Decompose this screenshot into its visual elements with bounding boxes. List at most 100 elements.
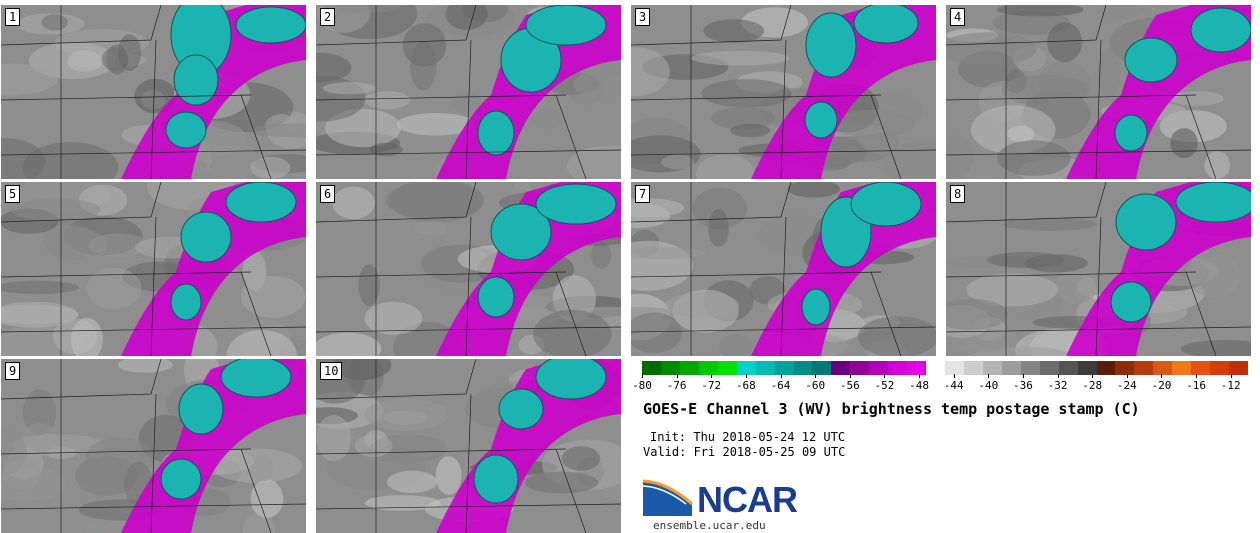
postage-stamp-panel-5: 5 [1,182,306,356]
panel-number-label: 7 [635,185,651,203]
colorbar-tick-mark [676,374,678,378]
colorbar-tick-mark [1196,374,1198,378]
colorbar-swatch [869,361,889,375]
colorbar-tick-label: -80 [632,379,652,392]
figure-title: GOES-E Channel 3 (WV) brightness temp po… [643,400,1140,418]
colorbar-swatch [888,361,908,375]
colorbar-swatch [1077,361,1097,375]
colorbar-tick-label: -60 [805,379,826,392]
colorbar-tick-label: -76 [666,379,687,392]
website-url: ensemble.ucar.edu [653,519,766,532]
colorbar-tick-mark [815,374,817,378]
postage-stamp-panel-10: 10 [316,359,621,533]
postage-stamp-panel-6: 6 [316,182,621,356]
colorbar-swatch [1001,361,1021,375]
colorbar-tick-mark [711,374,713,378]
colorbar-swatch [907,361,927,375]
panel-number-label: 4 [950,8,966,26]
colorbar-tick-label: -64 [770,379,791,392]
colorbar-swatch [1191,361,1211,375]
colorbar-tick-mark [1230,374,1232,378]
panel-number-label: 5 [5,185,21,203]
valid-time-text: Valid: Fri 2018-05-25 09 UTC [643,445,846,459]
colorbar-tick-label: -56 [839,379,860,392]
colorbar-swatch [736,361,756,375]
wv-imagery-map [631,182,936,356]
colorbar-swatch [926,361,945,375]
ncar-logo-text: NCAR [697,479,798,520]
wv-imagery-map [1,182,306,356]
colorbar-tick-label: -16 [1186,379,1206,392]
postage-stamp-panel-8: 8 [946,182,1251,356]
colorbar-tick-mark [780,374,782,378]
colorbar-tick-label: -32 [1047,379,1068,392]
temperature-colorbar [642,361,1248,375]
colorbar-swatch [1020,361,1040,375]
colorbar-tick-label: -28 [1082,379,1103,392]
colorbar-tick-label: -40 [978,379,999,392]
init-time-text: Init: Thu 2018-05-24 12 UTC [650,430,846,444]
colorbar-swatch [793,361,813,375]
colorbar-swatch [1058,361,1078,375]
colorbar-swatch [679,361,699,375]
panel-number-label: 2 [320,8,336,26]
colorbar-swatch [642,361,661,375]
colorbar-tick-label: -44 [943,379,964,392]
panel-number-label: 6 [320,185,336,203]
postage-stamp-panel-7: 7 [631,182,936,356]
colorbar-swatch [850,361,870,375]
colorbar-tick-mark [1092,374,1094,378]
wv-imagery-map [1,359,306,533]
colorbar-swatch [1115,361,1135,375]
colorbar-tick-mark [1161,374,1163,378]
ncar-logo-icon [642,479,693,516]
colorbar-tick-mark [745,374,747,378]
postage-stamp-panel-2: 2 [316,5,621,179]
colorbar-tick-mark [919,374,921,378]
colorbar-swatch [698,361,718,375]
postage-stamp-panel-9: 9 [1,359,306,533]
colorbar-tick-label: -12 [1220,379,1241,392]
panel-number-label: 10 [320,362,343,380]
colorbar-tick-mark [988,374,990,378]
colorbar-tick-mark [849,374,851,378]
colorbar-swatch [1229,361,1248,375]
colorbar-tick-mark [1022,374,1024,378]
colorbar-swatch [1153,361,1173,375]
wv-imagery-map [316,359,621,533]
wv-imagery-map [316,182,621,356]
postage-stamp-panel-3: 3 [631,5,936,179]
colorbar-swatch [1172,361,1192,375]
wv-imagery-map [946,182,1251,356]
colorbar-swatch [1134,361,1154,375]
panel-number-label: 8 [950,185,966,203]
colorbar-swatch [717,361,737,375]
colorbar-swatch [963,361,983,375]
colorbar-tick-labels: -80 -76 -72 -68 -64 -60 -56 -52 -48 -44 -40 -36 -32 -… [632,374,1248,396]
colorbar-tick-mark [1057,374,1059,378]
panel-number-label: 1 [5,8,21,26]
colorbar-swatch [1210,361,1230,375]
panel-number-label: 9 [5,362,21,380]
colorbar-swatch [831,361,851,375]
colorbar-tick-label: -24 [1116,379,1137,392]
colorbar-swatch [660,361,680,375]
colorbar-swatch [812,361,832,375]
colorbar-tick-mark [642,374,643,378]
panel-number-label: 3 [635,8,651,26]
postage-stamp-panel-1: 1 [1,5,306,179]
colorbar-tick-mark [1126,374,1128,378]
colorbar-swatch [1039,361,1059,375]
colorbar-swatch [755,361,775,375]
postage-stamp-panel-4: 4 [946,5,1251,179]
colorbar-tick-mark [953,374,955,378]
colorbar-swatch [1096,361,1116,375]
colorbar-tick-label: -52 [874,379,895,392]
colorbar-swatch [774,361,794,375]
wv-imagery-map [316,5,621,179]
colorbar-tick-label: -36 [1012,379,1033,392]
colorbar-tick-label: -20 [1151,379,1172,392]
wv-imagery-map [946,5,1251,179]
colorbar-tick-mark [884,374,886,378]
wv-imagery-map [631,5,936,179]
